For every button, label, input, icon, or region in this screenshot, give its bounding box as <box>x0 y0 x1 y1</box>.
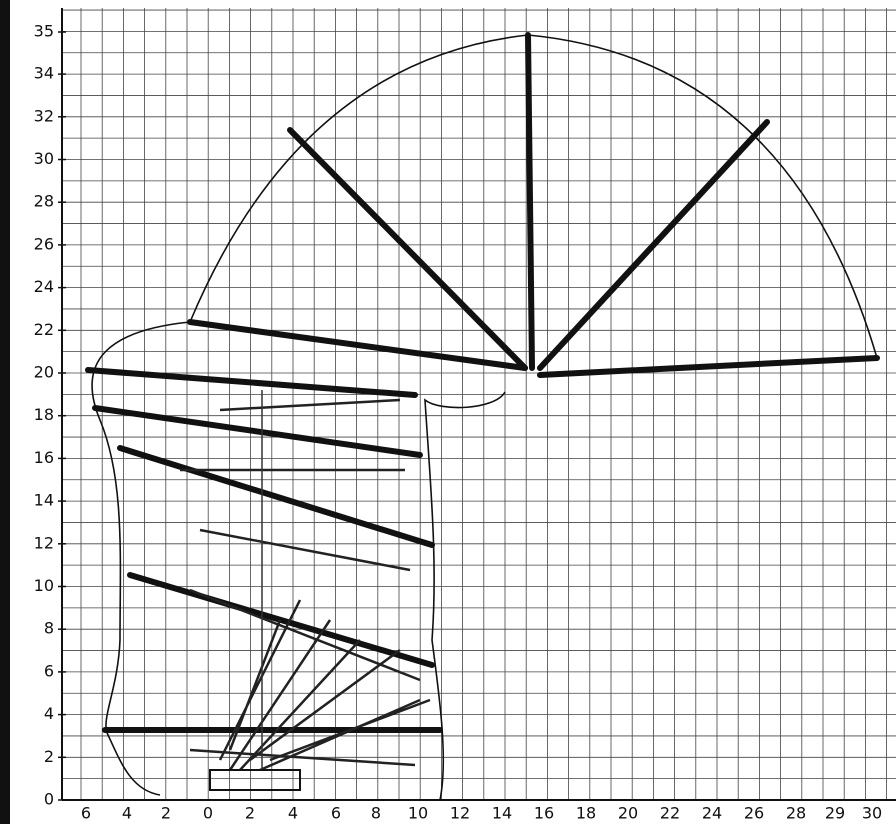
y-tick-label: 26 <box>34 234 54 253</box>
y-tick-label: 16 <box>34 448 54 467</box>
boom <box>187 319 528 371</box>
x-tick-label: 6 <box>331 804 341 823</box>
x-tick-label: 26 <box>744 804 764 823</box>
y-tick-label: 4 <box>44 704 54 723</box>
boom <box>287 127 528 371</box>
boom-bundle <box>218 599 431 772</box>
y-tick-label: 24 <box>34 277 54 296</box>
x-tick-label: 4 <box>288 804 298 823</box>
y-tick-label: 35 <box>34 22 54 41</box>
y-tick-label: 0 <box>44 790 54 809</box>
boom <box>127 572 435 668</box>
y-tick-label: 14 <box>34 491 54 510</box>
boom <box>92 405 423 458</box>
boom <box>117 445 435 548</box>
grid <box>62 8 896 801</box>
x-tick-label: 22 <box>660 804 680 823</box>
y-tick-label: 6 <box>44 661 54 680</box>
left-edge-bar <box>0 0 10 824</box>
y-tick-label: 8 <box>44 619 54 638</box>
jib <box>189 748 416 767</box>
boom <box>537 119 770 371</box>
y-tick-label: 20 <box>34 363 54 382</box>
x-tick-label: 28 <box>786 804 806 823</box>
y-tick-label: 22 <box>34 320 54 339</box>
jib <box>199 528 411 572</box>
x-tick-label: 18 <box>576 804 596 823</box>
upper-booms <box>187 32 880 378</box>
crane-base <box>209 769 301 791</box>
boom <box>525 32 535 371</box>
x-tick-label: 16 <box>534 804 554 823</box>
y-tick-label: 12 <box>34 533 54 552</box>
x-tick-label: 4 <box>122 804 132 823</box>
x-tick-label: 29 <box>825 804 845 823</box>
x-tick-label: 20 <box>618 804 638 823</box>
jib <box>189 588 421 682</box>
envelope-left <box>91 321 191 796</box>
x-tick-label: 24 <box>702 804 722 823</box>
jib <box>219 398 401 412</box>
y-tick-label: 10 <box>34 576 54 595</box>
x-tick-label: 10 <box>408 804 428 823</box>
y-tick-label: 32 <box>34 106 54 125</box>
x-tick-label: 12 <box>450 804 470 823</box>
y-tick-label: 34 <box>34 64 54 83</box>
x-tick-label: 14 <box>492 804 512 823</box>
lower-booms <box>85 367 443 791</box>
x-tick-label: 2 <box>245 804 255 823</box>
y-tick-label: 2 <box>44 747 54 766</box>
boom <box>85 367 418 398</box>
x-tick-label: 30 <box>862 804 882 823</box>
y-tick-label: 28 <box>34 192 54 211</box>
y-tick-label: 18 <box>34 405 54 424</box>
x-tick-label: 8 <box>371 804 381 823</box>
x-tick-label: 0 <box>203 804 213 823</box>
y-tick-label: 30 <box>34 149 54 168</box>
x-tick-label: 2 <box>161 804 171 823</box>
x-tick-label: 6 <box>81 804 91 823</box>
boom <box>537 355 880 378</box>
